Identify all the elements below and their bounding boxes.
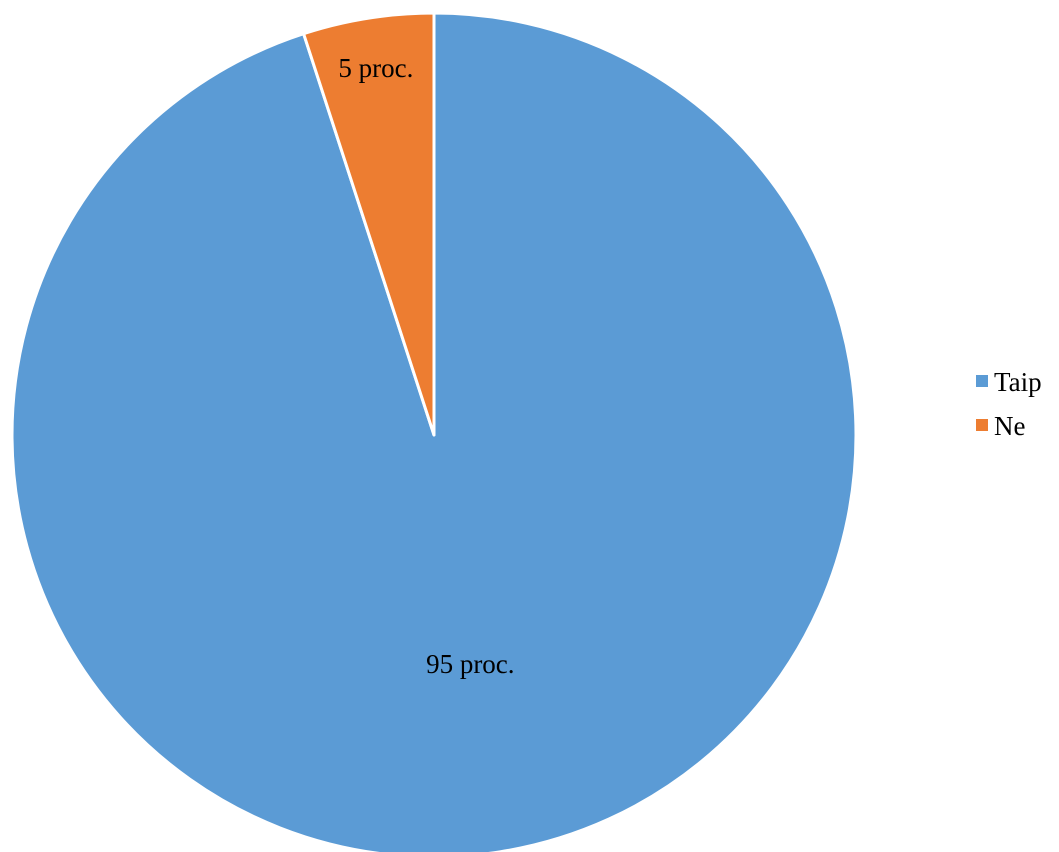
- pie-data-labels: 95 proc. 5 proc.: [338, 53, 514, 679]
- pie-slice-ne: [302, 11, 436, 437]
- legend-swatch-ne: [976, 419, 988, 431]
- pie-slices: [10, 11, 858, 852]
- legend-label-taip: Taip: [994, 367, 1042, 397]
- data-label-taip: 95 proc.: [426, 649, 514, 679]
- legend-label-ne: Ne: [994, 411, 1025, 441]
- legend-swatch-taip: [976, 375, 988, 387]
- data-label-ne: 5 proc.: [338, 53, 413, 83]
- legend: Taip Ne: [976, 367, 1042, 441]
